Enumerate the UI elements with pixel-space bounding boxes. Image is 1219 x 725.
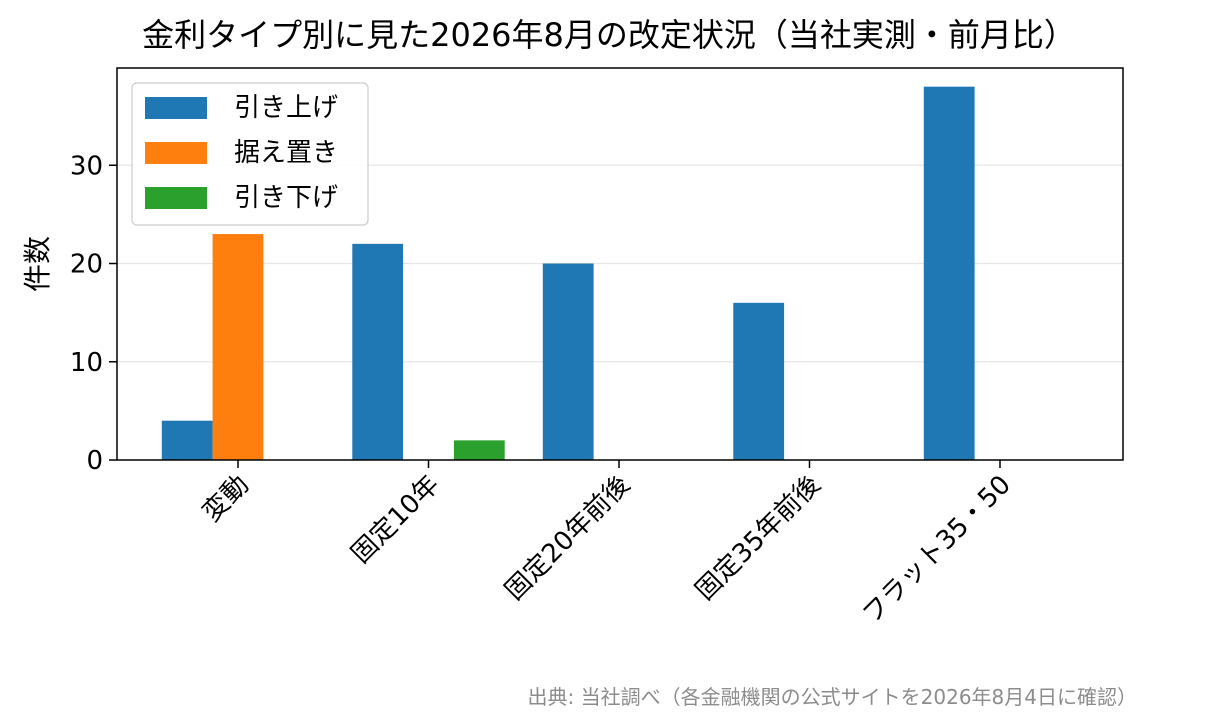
bar-0-2: [542, 263, 594, 460]
x-tick-label: 固定35年前後: [690, 470, 827, 607]
bar-0-3: [733, 302, 785, 460]
legend-label: 引き下げ: [234, 183, 338, 213]
x-tick-label: フラット35・50: [857, 470, 1017, 630]
y-tick-label: 20: [70, 250, 103, 280]
y-tick-label: 30: [70, 151, 103, 181]
bars-group: [161, 86, 975, 461]
legend-swatch: [145, 187, 207, 209]
x-tick-label: 変動: [197, 470, 255, 528]
legend-label: 引き上げ: [234, 93, 338, 123]
bar-0-4: [923, 86, 975, 461]
legend-label: 据え置き: [234, 138, 338, 168]
bar-2-1: [453, 440, 505, 460]
y-tick-label: 10: [70, 348, 103, 378]
bar-1-0: [212, 234, 264, 460]
y-axis: 0 10 20 30: [70, 151, 117, 476]
legend-swatch: [145, 142, 207, 164]
y-tick-label: 0: [86, 446, 103, 476]
x-axis: 変動 固定10年 固定20年前後 固定35年前後 フラット35・50: [197, 460, 1017, 630]
legend-swatch: [145, 97, 207, 119]
bar-0-1: [352, 243, 404, 460]
chart-title: 金利タイプ別に見た2026年8月の改定状況（当社実測・前月比）: [142, 16, 1076, 54]
bar-0-0: [161, 420, 213, 460]
source-note: 出典: 当社調べ（各金融機関の公式サイトを2026年8月4日に確認）: [528, 685, 1137, 709]
x-tick-label: 固定10年: [346, 470, 446, 570]
x-tick-label: 固定20年前後: [499, 470, 636, 607]
y-axis-label: 件数: [21, 236, 54, 292]
